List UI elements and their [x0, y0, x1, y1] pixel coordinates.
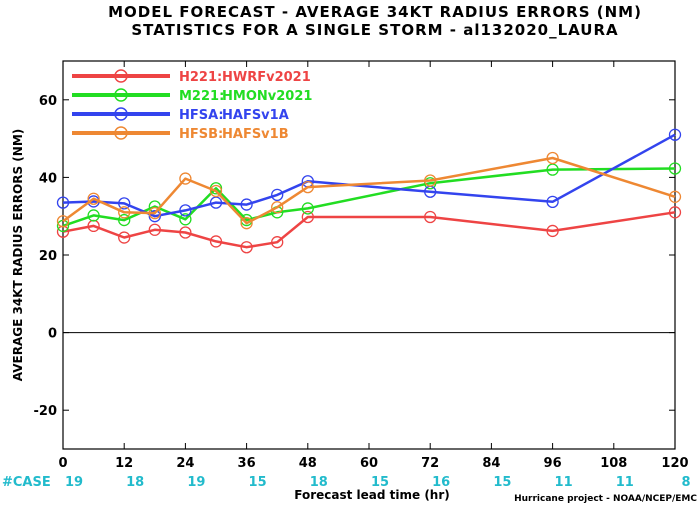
series-group [56, 128, 682, 254]
data-point [209, 184, 223, 198]
case-count: 8 [681, 475, 690, 490]
x-tick-label: 60 [360, 456, 378, 471]
case-count: 15 [371, 475, 389, 490]
legend-item: H221: HWRFv2021 [72, 69, 311, 85]
chart-subtitle: STATISTICS FOR A SINGLE STORM - al132020… [131, 21, 618, 39]
legend-marker [114, 107, 128, 121]
data-point [668, 162, 682, 175]
data-point [179, 172, 192, 185]
legend-name: H221: [179, 70, 222, 85]
legend-item: HFSB:HAFSv1B [72, 126, 289, 142]
data-point [424, 174, 437, 187]
x-tick-label: 36 [238, 456, 256, 471]
case-count: 11 [555, 475, 573, 490]
data-point [301, 202, 314, 215]
legend-desc: HAFSv1B [222, 127, 289, 142]
series-hafsv1b [56, 151, 682, 230]
x-tick-label: 108 [600, 456, 627, 471]
data-point [271, 201, 284, 214]
x-axis: 0 12 24 36 48 60 72 84 96 108 120 [58, 61, 689, 471]
data-point [546, 195, 559, 208]
case-counts: 19 18 19 15 18 15 16 15 11 11 8 [65, 475, 691, 490]
case-count: 15 [249, 475, 267, 490]
case-count: 19 [65, 475, 83, 490]
series-hwrfv2021 [56, 206, 682, 254]
data-point [148, 210, 161, 223]
y-tick-label: 20 [39, 249, 57, 264]
plot-frame [62, 60, 676, 450]
data-point [179, 226, 192, 239]
y-axis-label: AVERAGE 34KT RADIUS ERRORS (NM) [11, 129, 25, 381]
x-tick-label: 84 [482, 456, 500, 471]
series-hmonv2021 [56, 162, 682, 233]
data-point [118, 206, 131, 219]
legend-desc: HMONv2021 [222, 89, 312, 104]
x-tick-label: 96 [544, 456, 562, 471]
legend-marker [114, 88, 128, 102]
case-count: 16 [432, 475, 450, 490]
case-label: #CASE [2, 475, 51, 490]
data-point [179, 213, 192, 226]
series-line [62, 211, 676, 249]
data-point [118, 213, 131, 227]
y-tick-label: 0 [48, 327, 57, 342]
data-point [240, 241, 253, 254]
series-line [62, 156, 676, 225]
data-point [87, 192, 100, 205]
y-tick-label: 60 [39, 94, 57, 109]
legend-item: M221:HMONv2021 [72, 88, 312, 104]
x-tick-label: 72 [421, 456, 439, 471]
data-point [56, 215, 70, 228]
x-axis-label: Forecast lead time (hr) [294, 488, 450, 502]
legend-marker [114, 126, 128, 140]
series-line [62, 133, 676, 218]
legend-desc: HWRFv2021 [222, 70, 311, 85]
legend: H221: HWRFv2021 M221:HMONv2021 HFSA:HAFSv1A… [72, 69, 312, 142]
chart-title: MODEL FORECAST - AVERAGE 34KT RADIUS ERR… [108, 3, 642, 21]
series-hafsv1a [56, 128, 682, 223]
case-count: 18 [126, 475, 144, 490]
data-point [271, 188, 284, 202]
case-count: 18 [310, 475, 328, 490]
data-point [148, 206, 161, 220]
data-point [546, 151, 559, 165]
legend-name: HFSB: [179, 127, 223, 142]
y-tick-label: -20 [34, 404, 58, 419]
x-tick-label: 24 [176, 456, 194, 471]
legend-name: HFSA: [179, 108, 224, 123]
data-point [301, 210, 314, 224]
data-point [668, 206, 682, 219]
case-count: 15 [493, 475, 511, 490]
data-point [668, 190, 682, 203]
data-point [424, 210, 437, 224]
data-point [118, 197, 131, 210]
y-tick-label: 40 [39, 171, 57, 186]
x-tick-label: 120 [661, 456, 688, 471]
data-point [148, 223, 161, 236]
data-point [668, 128, 682, 141]
x-tick-label: 0 [58, 456, 67, 471]
x-tick-label: 48 [299, 456, 317, 471]
case-count: 19 [187, 475, 205, 490]
data-point [301, 180, 314, 194]
data-point [209, 235, 223, 248]
y-axis: -20 0 20 40 60 [34, 94, 675, 419]
legend-marker [114, 69, 128, 83]
data-point [56, 196, 70, 209]
data-point [240, 217, 253, 230]
legend-name: M221: [179, 89, 224, 104]
case-count: 11 [616, 475, 634, 490]
data-point [546, 224, 559, 238]
data-point [179, 204, 192, 217]
data-point [271, 236, 284, 249]
legend-item: HFSA:HAFSv1A [72, 107, 289, 123]
credit-text: Hurricane project - NOAA/NCEP/EMC [514, 494, 697, 504]
data-point [240, 198, 253, 211]
x-tick-label: 12 [115, 456, 133, 471]
data-point [118, 231, 131, 244]
legend-desc: HAFSv1A [222, 108, 289, 123]
data-point [87, 209, 100, 222]
